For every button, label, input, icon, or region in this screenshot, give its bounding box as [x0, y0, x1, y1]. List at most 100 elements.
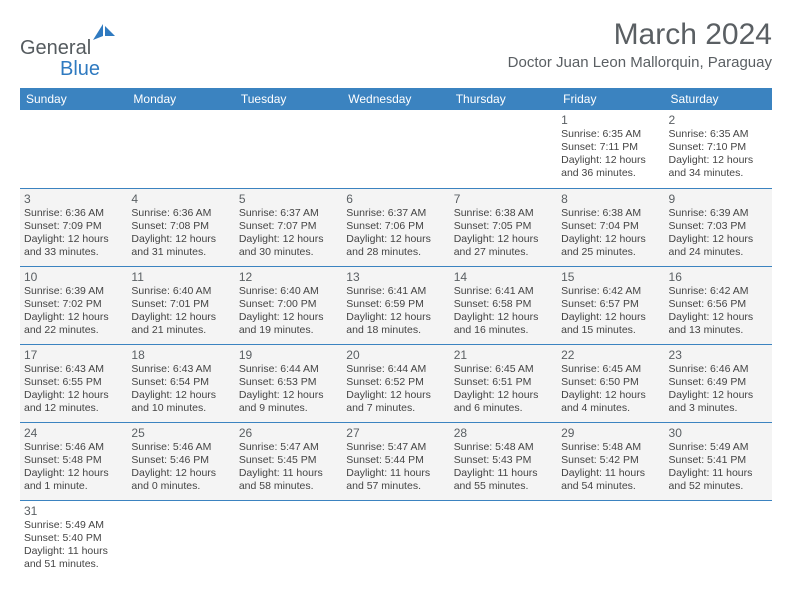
calendar-day-cell: 29Sunrise: 5:48 AMSunset: 5:42 PMDayligh… [557, 422, 664, 500]
day-number: 13 [346, 270, 445, 284]
day-info: Sunrise: 5:48 AMSunset: 5:43 PMDaylight:… [454, 441, 553, 494]
day-number: 8 [561, 192, 660, 206]
calendar-day-cell: 21Sunrise: 6:45 AMSunset: 6:51 PMDayligh… [450, 344, 557, 422]
day-info: Sunrise: 6:40 AMSunset: 7:01 PMDaylight:… [131, 285, 230, 338]
logo: General Blue [20, 18, 115, 80]
day-number: 18 [131, 348, 230, 362]
weekday-header: Thursday [450, 88, 557, 110]
day-info: Sunrise: 6:39 AMSunset: 7:02 PMDaylight:… [24, 285, 123, 338]
calendar-week-row: 17Sunrise: 6:43 AMSunset: 6:55 PMDayligh… [20, 344, 772, 422]
day-number: 20 [346, 348, 445, 362]
day-info: Sunrise: 6:42 AMSunset: 6:56 PMDaylight:… [669, 285, 768, 338]
calendar-day-cell: 9Sunrise: 6:39 AMSunset: 7:03 PMDaylight… [665, 188, 772, 266]
day-number: 7 [454, 192, 553, 206]
day-info: Sunrise: 6:36 AMSunset: 7:09 PMDaylight:… [24, 207, 123, 260]
day-info: Sunrise: 6:42 AMSunset: 6:57 PMDaylight:… [561, 285, 660, 338]
calendar-empty-cell [127, 500, 234, 578]
calendar-day-cell: 23Sunrise: 6:46 AMSunset: 6:49 PMDayligh… [665, 344, 772, 422]
calendar-day-cell: 1Sunrise: 6:35 AMSunset: 7:11 PMDaylight… [557, 110, 664, 188]
calendar-week-row: 1Sunrise: 6:35 AMSunset: 7:11 PMDaylight… [20, 110, 772, 188]
day-info: Sunrise: 5:46 AMSunset: 5:48 PMDaylight:… [24, 441, 123, 494]
calendar-empty-cell [235, 110, 342, 188]
day-info: Sunrise: 6:44 AMSunset: 6:52 PMDaylight:… [346, 363, 445, 416]
day-info: Sunrise: 6:41 AMSunset: 6:58 PMDaylight:… [454, 285, 553, 338]
calendar-day-cell: 10Sunrise: 6:39 AMSunset: 7:02 PMDayligh… [20, 266, 127, 344]
calendar-day-cell: 26Sunrise: 5:47 AMSunset: 5:45 PMDayligh… [235, 422, 342, 500]
day-number: 17 [24, 348, 123, 362]
day-number: 12 [239, 270, 338, 284]
header: General Blue March 2024 Doctor Juan Leon… [20, 18, 772, 80]
calendar-day-cell: 18Sunrise: 6:43 AMSunset: 6:54 PMDayligh… [127, 344, 234, 422]
day-number: 31 [24, 504, 123, 518]
calendar-body: 1Sunrise: 6:35 AMSunset: 7:11 PMDaylight… [20, 110, 772, 578]
day-info: Sunrise: 6:36 AMSunset: 7:08 PMDaylight:… [131, 207, 230, 260]
weekday-header: Wednesday [342, 88, 449, 110]
day-number: 9 [669, 192, 768, 206]
calendar-day-cell: 25Sunrise: 5:46 AMSunset: 5:46 PMDayligh… [127, 422, 234, 500]
day-info: Sunrise: 5:48 AMSunset: 5:42 PMDaylight:… [561, 441, 660, 494]
day-info: Sunrise: 5:46 AMSunset: 5:46 PMDaylight:… [131, 441, 230, 494]
calendar-day-cell: 5Sunrise: 6:37 AMSunset: 7:07 PMDaylight… [235, 188, 342, 266]
day-number: 1 [561, 113, 660, 127]
calendar-day-cell: 8Sunrise: 6:38 AMSunset: 7:04 PMDaylight… [557, 188, 664, 266]
calendar-empty-cell [235, 500, 342, 578]
day-info: Sunrise: 6:44 AMSunset: 6:53 PMDaylight:… [239, 363, 338, 416]
day-number: 27 [346, 426, 445, 440]
day-number: 24 [24, 426, 123, 440]
calendar-day-cell: 3Sunrise: 6:36 AMSunset: 7:09 PMDaylight… [20, 188, 127, 266]
day-info: Sunrise: 6:45 AMSunset: 6:51 PMDaylight:… [454, 363, 553, 416]
calendar-day-cell: 6Sunrise: 6:37 AMSunset: 7:06 PMDaylight… [342, 188, 449, 266]
day-number: 4 [131, 192, 230, 206]
weekday-header-row: SundayMondayTuesdayWednesdayThursdayFrid… [20, 88, 772, 110]
day-number: 28 [454, 426, 553, 440]
calendar-day-cell: 20Sunrise: 6:44 AMSunset: 6:52 PMDayligh… [342, 344, 449, 422]
day-info: Sunrise: 6:39 AMSunset: 7:03 PMDaylight:… [669, 207, 768, 260]
calendar-day-cell: 24Sunrise: 5:46 AMSunset: 5:48 PMDayligh… [20, 422, 127, 500]
day-number: 5 [239, 192, 338, 206]
day-number: 15 [561, 270, 660, 284]
weekday-header: Tuesday [235, 88, 342, 110]
calendar-empty-cell [450, 110, 557, 188]
day-info: Sunrise: 6:43 AMSunset: 6:54 PMDaylight:… [131, 363, 230, 416]
day-number: 10 [24, 270, 123, 284]
day-number: 30 [669, 426, 768, 440]
day-info: Sunrise: 6:46 AMSunset: 6:49 PMDaylight:… [669, 363, 768, 416]
day-number: 16 [669, 270, 768, 284]
calendar-day-cell: 13Sunrise: 6:41 AMSunset: 6:59 PMDayligh… [342, 266, 449, 344]
day-number: 14 [454, 270, 553, 284]
calendar-page: General Blue March 2024 Doctor Juan Leon… [0, 0, 792, 588]
calendar-day-cell: 19Sunrise: 6:44 AMSunset: 6:53 PMDayligh… [235, 344, 342, 422]
month-title: March 2024 [508, 18, 772, 52]
calendar-day-cell: 16Sunrise: 6:42 AMSunset: 6:56 PMDayligh… [665, 266, 772, 344]
day-number: 19 [239, 348, 338, 362]
weekday-header: Sunday [20, 88, 127, 110]
weekday-header: Saturday [665, 88, 772, 110]
day-number: 26 [239, 426, 338, 440]
calendar-day-cell: 31Sunrise: 5:49 AMSunset: 5:40 PMDayligh… [20, 500, 127, 578]
day-info: Sunrise: 6:37 AMSunset: 7:06 PMDaylight:… [346, 207, 445, 260]
calendar-week-row: 10Sunrise: 6:39 AMSunset: 7:02 PMDayligh… [20, 266, 772, 344]
day-info: Sunrise: 6:40 AMSunset: 7:00 PMDaylight:… [239, 285, 338, 338]
day-number: 3 [24, 192, 123, 206]
calendar-empty-cell [20, 110, 127, 188]
calendar-day-cell: 11Sunrise: 6:40 AMSunset: 7:01 PMDayligh… [127, 266, 234, 344]
title-block: March 2024 Doctor Juan Leon Mallorquin, … [508, 18, 772, 71]
day-info: Sunrise: 6:38 AMSunset: 7:05 PMDaylight:… [454, 207, 553, 260]
day-info: Sunrise: 5:49 AMSunset: 5:41 PMDaylight:… [669, 441, 768, 494]
calendar-day-cell: 15Sunrise: 6:42 AMSunset: 6:57 PMDayligh… [557, 266, 664, 344]
weekday-header: Monday [127, 88, 234, 110]
calendar-day-cell: 27Sunrise: 5:47 AMSunset: 5:44 PMDayligh… [342, 422, 449, 500]
calendar-day-cell: 12Sunrise: 6:40 AMSunset: 7:00 PMDayligh… [235, 266, 342, 344]
day-number: 2 [669, 113, 768, 127]
day-info: Sunrise: 5:49 AMSunset: 5:40 PMDaylight:… [24, 519, 123, 572]
day-info: Sunrise: 6:45 AMSunset: 6:50 PMDaylight:… [561, 363, 660, 416]
day-number: 21 [454, 348, 553, 362]
day-number: 6 [346, 192, 445, 206]
day-info: Sunrise: 5:47 AMSunset: 5:45 PMDaylight:… [239, 441, 338, 494]
calendar-day-cell: 17Sunrise: 6:43 AMSunset: 6:55 PMDayligh… [20, 344, 127, 422]
calendar-empty-cell [342, 110, 449, 188]
calendar-day-cell: 7Sunrise: 6:38 AMSunset: 7:05 PMDaylight… [450, 188, 557, 266]
logo-word-1: General [20, 37, 91, 59]
calendar-week-row: 24Sunrise: 5:46 AMSunset: 5:48 PMDayligh… [20, 422, 772, 500]
day-info: Sunrise: 6:35 AMSunset: 7:11 PMDaylight:… [561, 128, 660, 181]
